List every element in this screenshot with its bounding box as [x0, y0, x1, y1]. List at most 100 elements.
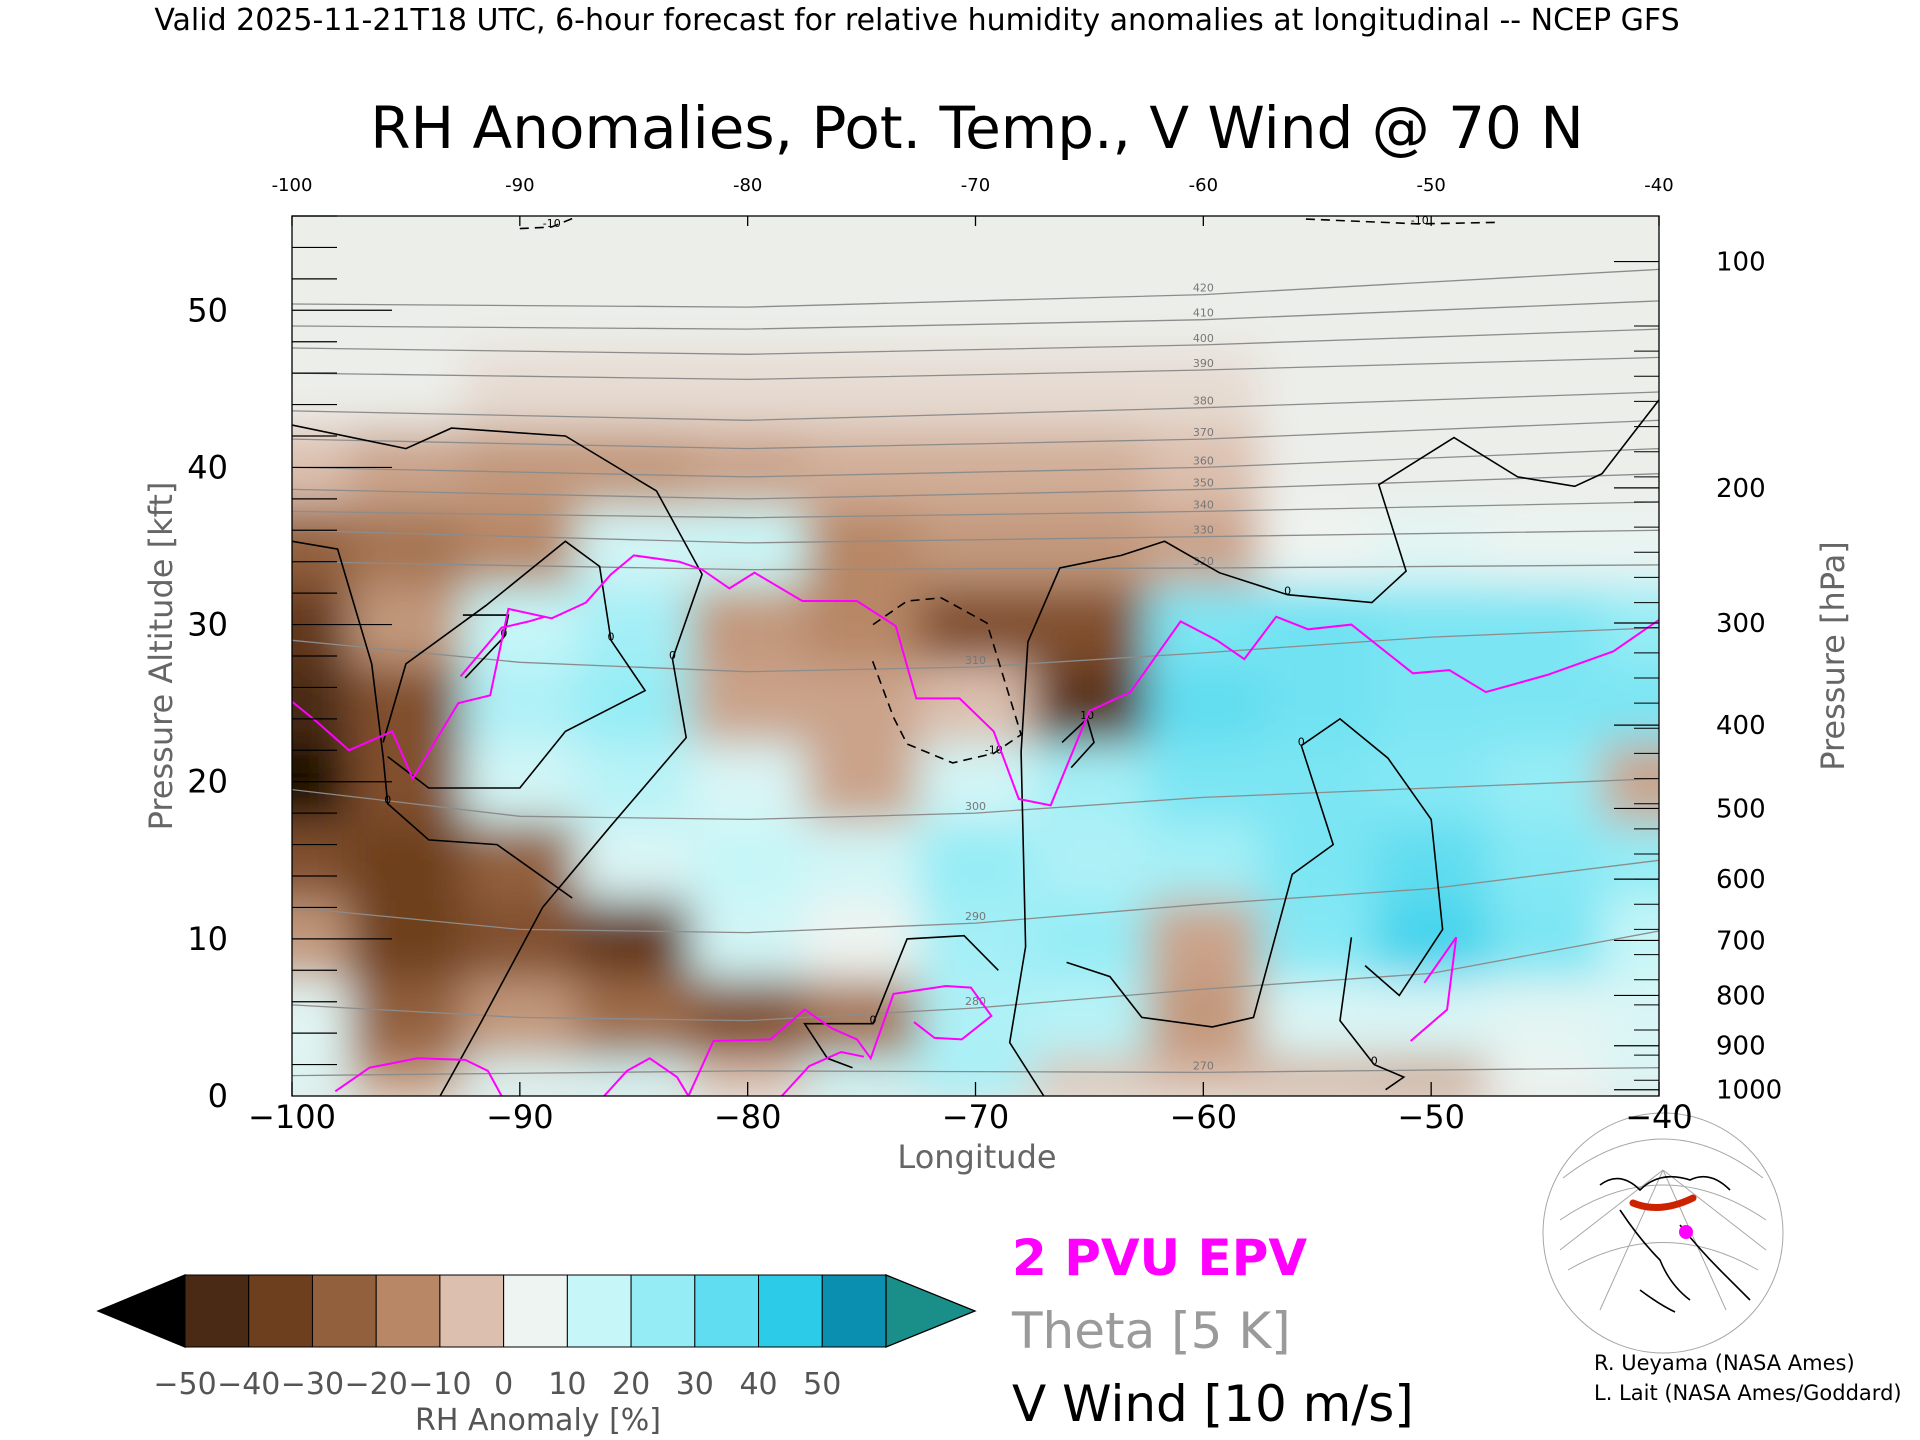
colorbar-swatch	[503, 1274, 568, 1348]
rh-cell	[1260, 741, 1376, 822]
x-axis-label: Longitude	[897, 1138, 1056, 1176]
colorbar-swatch	[311, 1274, 377, 1348]
rh-cell	[576, 741, 692, 822]
rh-cell	[690, 977, 806, 1058]
x-tick-label: −40	[1625, 1098, 1693, 1136]
theta-contour-label: 270	[1193, 1059, 1214, 1072]
rh-cell	[292, 262, 350, 351]
rh-cell	[292, 977, 350, 1058]
rh-cell	[576, 348, 692, 430]
rh-cell	[1260, 1055, 1376, 1096]
rh-cell	[804, 584, 920, 665]
epv-contour	[459, 615, 546, 678]
pressure-tick-label: 800	[1716, 981, 1766, 1011]
pressure-tick-label: 700	[1716, 926, 1766, 956]
rh-cell	[804, 741, 920, 822]
colorbar-swatch	[566, 1274, 632, 1348]
rh-cell	[576, 584, 692, 665]
rh-cell	[804, 216, 920, 265]
epv-contour	[1410, 936, 1458, 1042]
colorbar-tick-label: −20	[345, 1367, 408, 1402]
colorbar-tick-label: 20	[612, 1367, 650, 1402]
rh-cell	[804, 662, 920, 744]
colorbar-over-arrow	[885, 1274, 977, 1348]
rh-cell	[1260, 898, 1376, 980]
y-tick-label: 50	[187, 291, 228, 329]
rh-cell	[1602, 427, 1659, 508]
rh-cell	[1374, 584, 1490, 665]
rh-cell	[918, 505, 1034, 587]
rh-cell	[804, 1055, 920, 1096]
rh-cell	[348, 977, 464, 1058]
rh-cell	[576, 427, 692, 508]
colorbar-swatch	[439, 1274, 505, 1348]
colorbar-swatch	[630, 1274, 696, 1348]
x-tick-label: −80	[714, 1098, 782, 1136]
theta-contour	[292, 777, 1659, 821]
y-axis-label: Pressure Altitude [kft]	[142, 482, 180, 831]
theta-contour	[292, 627, 1659, 673]
rh-cell	[292, 348, 350, 430]
rh-cell	[1374, 662, 1490, 744]
rh-cell	[1488, 584, 1604, 665]
rh-cell	[690, 820, 806, 901]
rh-cell	[1146, 262, 1262, 351]
rh-cell	[1260, 584, 1376, 665]
rh-cell	[1602, 216, 1659, 265]
x-tick-label: −60	[1170, 1098, 1238, 1136]
pressure-tick-label: 400	[1716, 711, 1766, 741]
v-wind-contour	[292, 424, 703, 1096]
rh-cell	[1032, 898, 1148, 980]
v-wind-contour	[292, 540, 573, 899]
rh-cell	[292, 505, 350, 587]
rh-cell	[1488, 505, 1604, 587]
top-x-tick-label: -50	[1416, 175, 1445, 196]
rh-cell	[918, 262, 1034, 351]
rh-cell	[804, 262, 920, 351]
rh-cell	[918, 427, 1034, 508]
plot-area: 270 280 290 300 310 320 330 340 350 360 370 380 390 4…	[292, 216, 1659, 1096]
colorbar-swatch	[694, 1274, 760, 1348]
rh-cell	[690, 662, 806, 744]
rh-cell	[1146, 584, 1262, 665]
colorbar-tick-label: 10	[548, 1367, 586, 1402]
rh-cell	[918, 348, 1034, 430]
rh-cell	[1602, 898, 1659, 980]
rh-cell	[348, 820, 464, 901]
top-x-tick-label: -90	[505, 175, 534, 196]
legend-pvu: 2 PVU EPV	[1012, 1229, 1307, 1287]
rh-cell	[1602, 584, 1659, 665]
v-wind-contour-label: -10	[543, 217, 561, 230]
pressure-tick-label: 200	[1716, 474, 1766, 504]
rh-cell	[1032, 1055, 1148, 1096]
theta-contour-label: 320	[1193, 555, 1214, 568]
rh-cell	[1032, 977, 1148, 1058]
rh-cell	[1260, 662, 1376, 744]
rh-cell	[804, 427, 920, 508]
locator-map	[1542, 1112, 1784, 1354]
legend-vwind: V Wind [10 m/s]	[1012, 1375, 1414, 1433]
rh-cell	[462, 662, 578, 744]
theta-contour	[292, 529, 1659, 544]
rh-cell	[1602, 820, 1659, 901]
epv-contour	[781, 1050, 865, 1096]
pressure-tick-label: 900	[1716, 1032, 1766, 1062]
theta-contour	[292, 300, 1659, 330]
map-coastlines	[1599, 1175, 1751, 1313]
rh-cell	[348, 262, 464, 351]
rh-cell	[576, 1055, 692, 1096]
credit-2: L. Lait (NASA Ames/Goddard)	[1594, 1381, 1902, 1405]
x-tick-label: −100	[248, 1098, 336, 1136]
colorbar-swatch	[758, 1274, 823, 1348]
rh-cell	[1032, 741, 1148, 822]
rh-cell	[348, 348, 464, 430]
rh-cell	[1488, 262, 1604, 351]
colorbar-label: RH Anomaly [%]	[415, 1403, 661, 1438]
theta-contour-label: 330	[1193, 524, 1214, 537]
colorbar-swatch	[248, 1274, 313, 1348]
top-x-tick-label: -80	[733, 175, 762, 196]
rh-cell	[292, 820, 350, 901]
theta-contour-label: 280	[965, 995, 986, 1008]
